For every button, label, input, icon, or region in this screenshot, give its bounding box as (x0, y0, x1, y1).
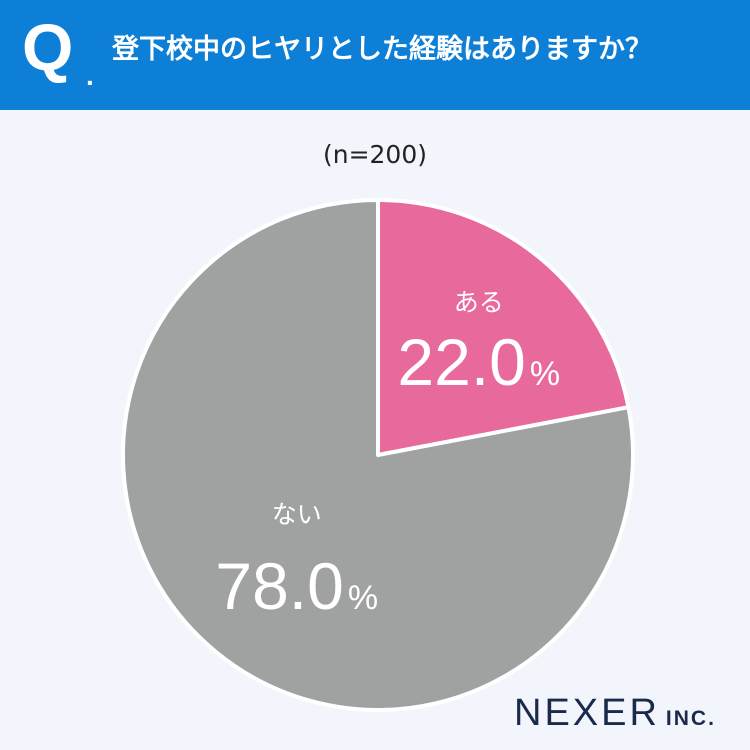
slice-label-1: ある (454, 288, 504, 317)
q-mark: Q (22, 10, 74, 84)
q-dot: . (86, 60, 94, 91)
brand-name: NEXER (514, 692, 660, 734)
pie-slice-1 (376, 198, 631, 457)
slice-label-2: ない (272, 500, 322, 529)
slice-label-group-1: ある 22.0% (397, 288, 560, 399)
slice-value-2: 78.0% (215, 549, 378, 623)
sample-size: (n=200) (322, 140, 428, 169)
question-text: 登下校中のヒヤリとした経験はありますか？ (112, 34, 652, 65)
brand-suffix: INC. (665, 707, 716, 730)
pie-slice-2 (121, 198, 635, 712)
question-header: Q . 登下校中のヒヤリとした経験はありますか？ (0, 0, 750, 110)
slice-value-1: 22.0% (397, 325, 560, 399)
brand-logo: NEXER INC. (514, 692, 716, 735)
slice-label-group-2: ない 78.0% (215, 500, 378, 623)
